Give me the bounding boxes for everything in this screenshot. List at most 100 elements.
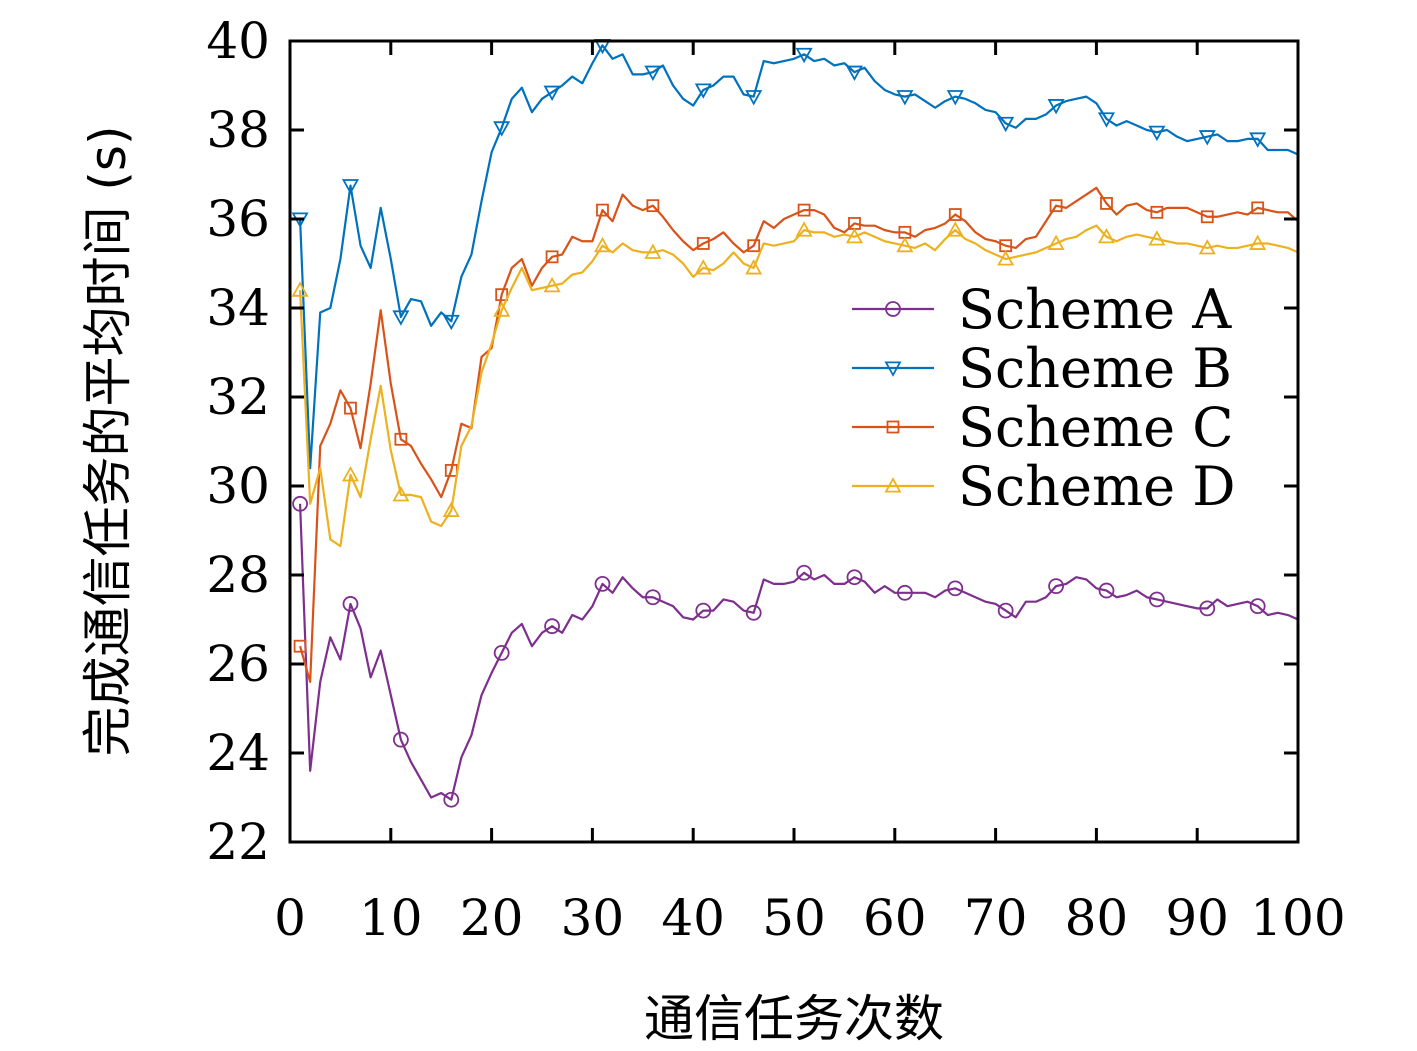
data-point-marker	[493, 301, 511, 317]
x-tick-label: 0	[274, 889, 306, 947]
data-point-marker	[846, 569, 863, 586]
data-point-marker	[341, 466, 360, 482]
data-point-marker	[1150, 205, 1164, 219]
data-point-marker	[997, 116, 1015, 133]
data-point-marker	[543, 276, 561, 293]
data-point-marker	[946, 90, 964, 106]
data-point-marker	[1100, 197, 1113, 210]
y-tick-label: 30	[206, 457, 270, 515]
x-tick-label: 70	[964, 889, 1028, 947]
data-point-marker	[392, 486, 410, 502]
y-tick-label: 34	[206, 279, 270, 337]
y-tick-label: 26	[206, 635, 270, 693]
data-point-marker	[747, 239, 761, 253]
y-tick-label: 40	[206, 12, 270, 70]
data-point-marker	[845, 65, 864, 82]
legend-entry: Scheme A	[852, 278, 1232, 341]
data-point-marker	[947, 580, 964, 597]
data-point-marker	[493, 644, 510, 661]
legend-entry: Scheme C	[852, 396, 1234, 459]
data-point-marker	[1249, 598, 1266, 615]
data-point-marker	[493, 121, 511, 137]
series-layer	[291, 38, 1299, 808]
x-tick-label: 40	[661, 889, 725, 947]
data-point-marker	[696, 237, 710, 250]
data-point-marker	[341, 179, 360, 195]
y-tick-label: 32	[206, 368, 270, 426]
data-point-marker	[745, 90, 763, 106]
data-point-marker	[1097, 112, 1116, 128]
series-4	[291, 221, 1299, 548]
x-tick-label: 60	[863, 889, 927, 947]
data-point-marker	[545, 250, 559, 264]
data-point-marker	[1097, 227, 1116, 244]
data-point-marker	[797, 203, 811, 217]
data-point-marker	[593, 236, 612, 253]
data-point-marker	[997, 250, 1015, 266]
data-point-marker	[293, 639, 307, 653]
data-point-marker	[1251, 201, 1265, 215]
legend-marker	[885, 301, 901, 317]
data-point-marker	[997, 602, 1014, 619]
data-point-marker	[543, 85, 561, 102]
data-point-marker	[646, 199, 660, 213]
data-point-marker	[344, 401, 357, 415]
data-point-marker	[896, 236, 914, 253]
data-point-marker	[1199, 600, 1216, 617]
x-tick-label: 90	[1165, 889, 1229, 947]
x-tick-label: 50	[762, 889, 826, 947]
y-axis-title: 完成通信任务的平均时间 (s)	[79, 126, 137, 757]
legend-label: Scheme C	[958, 396, 1234, 459]
data-point-marker	[644, 65, 662, 82]
data-point-marker	[1198, 130, 1216, 146]
series-line	[298, 503, 1299, 801]
data-point-marker	[896, 90, 914, 106]
y-tick-label: 22	[206, 813, 270, 871]
data-point-marker	[694, 83, 712, 99]
data-point-marker	[1200, 210, 1214, 224]
legend-entry: Scheme D	[852, 455, 1236, 518]
series-3	[293, 186, 1299, 683]
data-point-marker	[1148, 230, 1166, 246]
data-point-marker	[342, 596, 359, 612]
y-tick-label: 38	[206, 101, 270, 159]
data-point-marker	[1148, 591, 1165, 608]
data-point-marker	[442, 501, 460, 517]
data-point-marker	[695, 602, 712, 619]
data-point-marker	[845, 227, 864, 244]
legend-marker	[886, 420, 900, 434]
data-point-marker	[745, 604, 762, 621]
data-point-marker	[292, 495, 308, 512]
data-point-marker	[291, 281, 309, 297]
data-point-marker	[1047, 99, 1065, 115]
data-point-marker	[1098, 582, 1115, 599]
legend-marker	[884, 361, 902, 377]
x-tick-label: 100	[1250, 889, 1345, 947]
data-point-marker	[495, 288, 509, 302]
data-point-marker	[392, 310, 410, 326]
data-point-marker	[644, 243, 662, 259]
data-point-marker	[1148, 125, 1166, 142]
x-tick-label: 30	[561, 889, 625, 947]
data-point-marker	[795, 47, 813, 64]
x-tick-label: 20	[460, 889, 524, 947]
axis-ticks: 0 10 20 30 40 50 60 70 80 90 100 22 24 26 28 30 32 34 36 38…	[206, 12, 1345, 947]
data-point-marker	[694, 259, 712, 275]
data-point-marker	[795, 221, 813, 237]
legend-label: Scheme D	[958, 455, 1236, 518]
data-point-marker	[596, 203, 609, 217]
y-tick-label: 28	[206, 546, 270, 604]
data-point-marker	[1049, 199, 1063, 213]
legend-entry: Scheme B	[852, 337, 1232, 400]
x-axis-title: 通信任务次数	[644, 990, 944, 1048]
data-point-marker	[946, 221, 964, 237]
data-point-marker	[896, 584, 913, 601]
legend-label: Scheme B	[958, 337, 1232, 400]
data-point-marker	[392, 731, 409, 748]
legend-label: Scheme A	[958, 278, 1232, 341]
data-point-marker	[394, 432, 408, 446]
data-point-marker	[443, 791, 460, 808]
legend-marker	[884, 477, 902, 493]
